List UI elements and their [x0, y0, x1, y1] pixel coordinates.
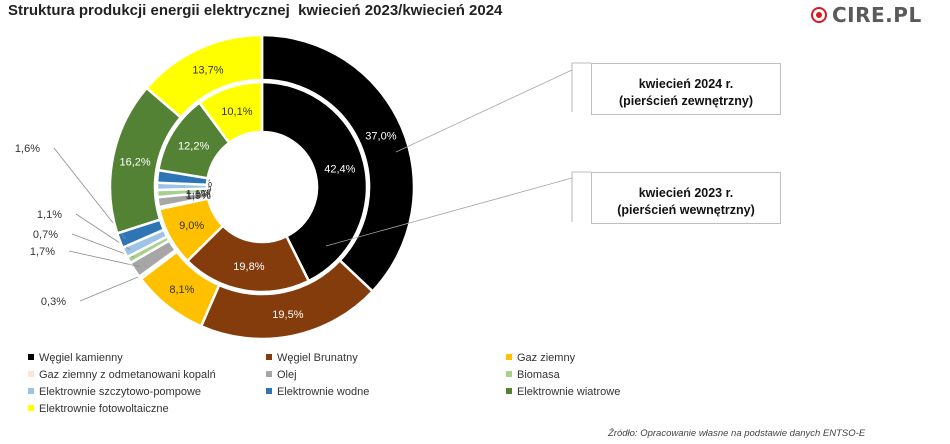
legend-item: Węgiel Brunatny: [266, 352, 358, 364]
legend-swatch: [506, 388, 512, 394]
legend-swatch: [506, 354, 512, 360]
legend-item: Olej: [266, 369, 297, 381]
callout-inner-connector: [325, 171, 591, 247]
legend-swatch: [266, 388, 272, 394]
callout-inner-line1: kwiecień 2023 r.: [638, 186, 734, 200]
legend-label: Elektrownie wiatrowe: [517, 386, 621, 398]
legend-label: Gaz ziemny: [517, 352, 576, 364]
data-label-outer-8: 16,2%: [119, 156, 150, 168]
legend-item: Elektrownie szczytowo-pompowe: [28, 386, 201, 398]
data-label-inner-9: 10,1%: [221, 106, 252, 118]
legend-label: Olej: [277, 369, 297, 381]
legend-swatch: [28, 405, 34, 411]
page-title: Struktura produkcji energii elektrycznej…: [8, 2, 503, 19]
legend-label: Gaz ziemny z odmetanowani kopalń: [39, 369, 216, 381]
logo-circle-icon: [811, 7, 827, 23]
data-label-inner-2: 9,0%: [179, 220, 204, 232]
callout-outer-connector: [395, 62, 591, 153]
legend-item: Gaz ziemny z odmetanowani kopalń: [28, 369, 216, 381]
legend-item: Elektrownie wiatrowe: [506, 386, 620, 398]
leader-line-outer-4: [68, 250, 140, 268]
data-label-inner-0: 42,4%: [324, 164, 355, 176]
data-label-inner-7: 1,9%: [186, 190, 211, 202]
data-label-outer-2: 8,1%: [169, 284, 194, 296]
data-label-outer-7: 1,6%: [15, 143, 40, 155]
callout-outer-line2: (pierścień zewnętrzny): [618, 94, 754, 108]
legend-item: Elektrownie fotowoltaiczne: [28, 403, 169, 415]
legend-label: Elektrownie fotowoltaiczne: [39, 403, 169, 415]
logo-dot-icon: [816, 12, 822, 18]
leader-line-outer-3: [79, 273, 146, 302]
legend-item: Elektrownie wodne: [266, 386, 369, 398]
data-label-inner-1: 19,8%: [233, 261, 264, 273]
data-label-inner-8: 12,2%: [178, 140, 209, 152]
legend-label: Biomasa: [517, 369, 560, 381]
slice-outer-9: [144, 33, 264, 120]
callout-outer-ring: kwiecień 2024 r. (pierścień zewnętrzny): [591, 63, 781, 115]
logo-text: CIRE.PL: [832, 3, 922, 27]
data-label-outer-5: 0,7%: [33, 229, 58, 241]
legend-swatch: [28, 371, 34, 377]
callout-inner-ring: kwiecień 2023 r. (pierścień wewnętrzny): [591, 172, 781, 224]
data-label-outer-4: 1,7%: [30, 246, 55, 258]
legend-swatch: [266, 371, 272, 377]
data-label-outer-0: 37,0%: [365, 131, 396, 143]
legend-swatch: [28, 388, 34, 394]
slice-inner-0: [260, 80, 369, 283]
data-label-outer-9: 13,7%: [192, 64, 223, 76]
legend-item: Węgiel kamienny: [28, 352, 123, 364]
slice-inner-9: [197, 80, 264, 145]
legend-label: Elektrownie wodne: [277, 386, 370, 398]
legend-swatch: [28, 354, 34, 360]
legend-label: Węgiel Brunatny: [277, 352, 358, 364]
callout-outer-line1: kwiecień 2024 r.: [638, 77, 734, 91]
legend-item: Gaz ziemny: [506, 352, 575, 364]
callout-inner-line2: (pierścień wewnętrzny): [617, 203, 755, 217]
source-note: Źródło: Opracowanie własne na podstawie …: [608, 428, 866, 439]
data-label-outer-1: 19,5%: [272, 309, 303, 321]
leader-line-outer-5: [71, 233, 135, 258]
cire-logo: CIRE.PL: [810, 3, 950, 29]
data-label-outer-3: 0,3%: [41, 296, 66, 308]
legend-label: Węgiel kamienny: [39, 352, 123, 364]
data-label-inner-6: 1,1%: [185, 188, 210, 200]
legend-swatch: [266, 354, 272, 360]
slice-outer-0: [260, 33, 416, 294]
legend-label: Elektrownie szczytowo-pompowe: [39, 386, 202, 398]
data-label-outer-6: 1,1%: [37, 209, 62, 221]
legend-swatch: [506, 371, 512, 377]
legend-item: Biomasa: [506, 369, 560, 381]
